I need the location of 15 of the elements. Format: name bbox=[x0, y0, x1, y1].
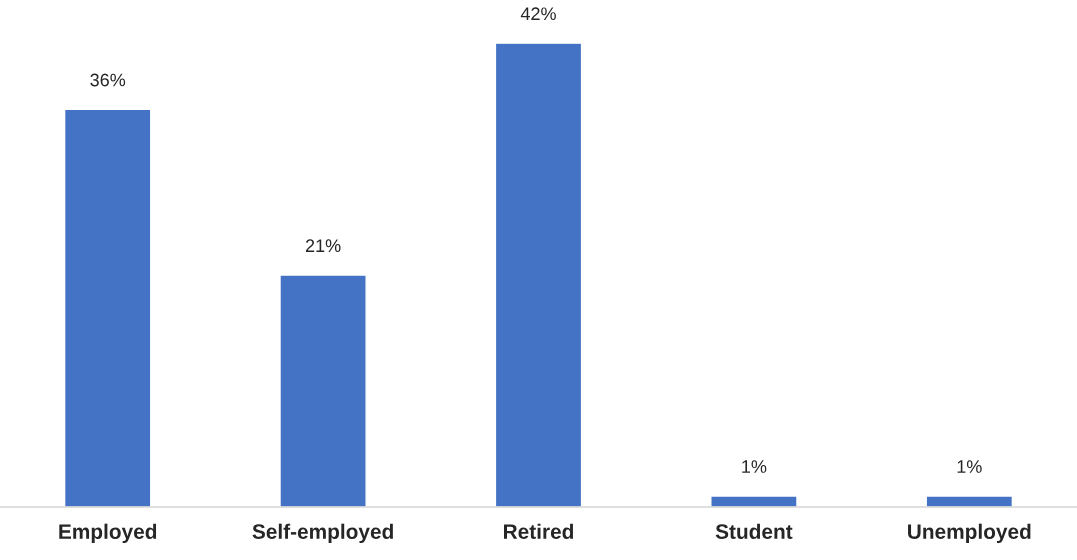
data-label: 1% bbox=[742, 460, 767, 473]
data-label: 42% bbox=[520, 7, 556, 21]
x-tick-label: Employed bbox=[59, 523, 157, 544]
x-tick-label: Unemployed bbox=[908, 523, 1031, 544]
data-label: 21% bbox=[305, 239, 341, 252]
bar bbox=[279, 274, 367, 507]
data-label: 1% bbox=[957, 460, 982, 473]
data-label: 36% bbox=[90, 73, 126, 87]
x-tick-label: Student bbox=[715, 523, 793, 539]
x-tick-label: Retired bbox=[504, 523, 574, 539]
bar bbox=[63, 108, 152, 507]
bar bbox=[925, 495, 1014, 507]
bar bbox=[494, 42, 583, 507]
x-tick-label: Self-employed bbox=[252, 523, 393, 544]
bar bbox=[710, 495, 798, 507]
